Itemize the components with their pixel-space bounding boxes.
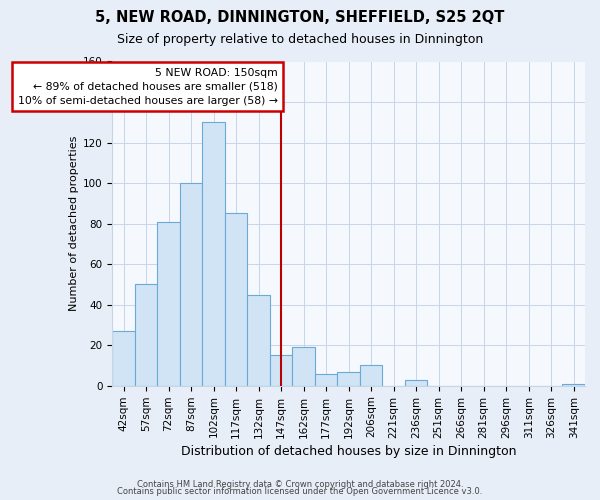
Text: Size of property relative to detached houses in Dinnington: Size of property relative to detached ho… (117, 32, 483, 46)
Bar (202, 122, 225, 386)
Bar (157, 222, 180, 386)
Bar (247, 294, 270, 386)
X-axis label: Distribution of detached houses by size in Dinnington: Distribution of detached houses by size … (181, 444, 517, 458)
Text: 5, NEW ROAD, DINNINGTON, SHEFFIELD, S25 2QT: 5, NEW ROAD, DINNINGTON, SHEFFIELD, S25 … (95, 10, 505, 25)
Bar (337, 372, 360, 386)
Bar (225, 214, 247, 386)
Text: Contains public sector information licensed under the Open Government Licence v3: Contains public sector information licen… (118, 488, 482, 496)
Text: 5 NEW ROAD: 150sqm
← 89% of detached houses are smaller (518)
10% of semi-detach: 5 NEW ROAD: 150sqm ← 89% of detached hou… (18, 68, 278, 106)
Bar (405, 380, 427, 386)
Bar (315, 374, 337, 386)
Bar (360, 366, 382, 386)
Bar (270, 356, 292, 386)
Text: Contains HM Land Registry data © Crown copyright and database right 2024.: Contains HM Land Registry data © Crown c… (137, 480, 463, 489)
Bar (180, 183, 202, 386)
Bar (112, 331, 135, 386)
Y-axis label: Number of detached properties: Number of detached properties (68, 136, 79, 312)
Bar (135, 284, 157, 386)
Bar (292, 347, 315, 386)
Bar (562, 384, 585, 386)
